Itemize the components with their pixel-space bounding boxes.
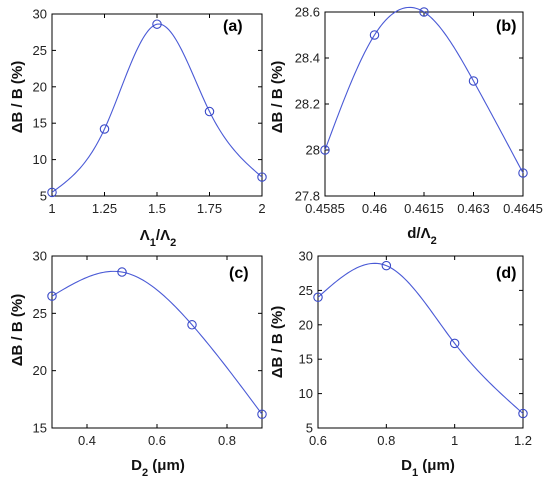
x-tick-label: 1.25 <box>92 201 117 216</box>
data-point <box>99 124 110 134</box>
panel-label: (b) <box>496 18 516 35</box>
y-tick-label: 28 <box>306 143 320 158</box>
y-tick-label: 10 <box>33 152 47 167</box>
data-point <box>320 145 330 155</box>
series-line <box>51 270 263 415</box>
x-axis-label: Λ1/Λ2 <box>140 227 176 249</box>
x-axis-label: D2 (μm) <box>131 457 185 479</box>
y-axis-label: ΔB / B (%) <box>9 294 26 366</box>
x-tick-label: 0.8 <box>377 433 395 448</box>
y-tick-label: 5 <box>40 189 47 204</box>
x-tick-label: 0.8 <box>218 433 236 448</box>
plot-frame <box>317 255 524 429</box>
y-tick-label: 20 <box>33 79 47 94</box>
panel-d: (d) D1 (μm) ΔB / B (%) 0.6 0.8 1 1.2 5 10 15 20… <box>269 249 532 480</box>
y-tick-label: 20 <box>33 363 47 378</box>
x-axis-label: D1 (μm) <box>401 457 455 479</box>
panel-label: (c) <box>229 265 249 282</box>
y-tick-label: 15 <box>299 352 313 367</box>
y-tick-label: 28.2 <box>295 97 320 112</box>
panel-label: (d) <box>496 265 516 282</box>
data-point <box>257 172 267 182</box>
panel-a: (a) Λ1/Λ2 ΔB / B (%) 1 1.25 1.5 1.75 2510152… <box>9 7 267 249</box>
data-point <box>152 19 162 29</box>
y-tick-label: 30 <box>33 7 47 22</box>
y-tick-label: 5 <box>306 421 313 436</box>
x-tick-label: 1 <box>48 201 55 216</box>
data-point <box>518 408 528 419</box>
data-point <box>449 338 460 349</box>
x-tick-label: 1.5 <box>148 201 166 216</box>
x-tick-label: 0.46 <box>362 201 387 216</box>
data-point <box>257 409 267 419</box>
x-tick-label: 2 <box>258 201 265 216</box>
y-tick-label: 15 <box>33 116 47 131</box>
y-tick-label: 28.6 <box>295 5 320 20</box>
data-point <box>313 292 323 303</box>
data-point <box>468 76 479 86</box>
x-tick-label: 0.6 <box>309 433 327 448</box>
data-point <box>419 7 429 17</box>
data-point <box>47 187 57 198</box>
x-tick-label: 0.4615 <box>404 201 444 216</box>
data-point <box>518 168 528 178</box>
x-tick-label: 1 <box>451 433 458 448</box>
panel-label: (a) <box>223 18 243 35</box>
x-tick-label: 0.4 <box>78 433 96 448</box>
series-line <box>51 23 263 193</box>
y-tick-label: 15 <box>33 421 47 436</box>
plot-frame <box>324 11 524 197</box>
plot-frame <box>51 13 263 197</box>
x-tick-label: 0.4645 <box>503 201 543 216</box>
y-tick-label: 25 <box>33 306 47 321</box>
x-tick-label: 0.463 <box>457 201 490 216</box>
data-point <box>117 267 127 277</box>
y-tick-label: 27.8 <box>295 189 320 204</box>
y-tick-label: 30 <box>33 249 47 264</box>
y-axis-label: ΔB / B (%) <box>9 61 26 133</box>
data-point <box>369 30 380 40</box>
series-line <box>324 6 524 174</box>
data-point <box>47 291 57 301</box>
y-axis-label: ΔB / B (%) <box>269 306 286 378</box>
data-point <box>187 320 197 330</box>
y-tick-label: 20 <box>299 317 313 332</box>
data-point <box>381 260 392 271</box>
y-tick-label: 28.4 <box>295 51 320 66</box>
x-tick-label: 0.4585 <box>305 201 345 216</box>
x-axis-label: d/Λ2 <box>407 225 436 247</box>
x-tick-label: 0.6 <box>148 433 166 448</box>
y-tick-label: 30 <box>299 249 313 264</box>
panel-c: (c) D2 (μm) ΔB / B (%) 0.4 0.6 0.8 15 20 25 30 <box>9 249 267 479</box>
y-axis-label: ΔB / B (%) <box>269 61 286 133</box>
y-tick-label: 25 <box>299 283 313 298</box>
panel-b: (b) d/Λ2 ΔB / B (%) 0.4585 0.46 0.4615 0.46… <box>269 5 543 248</box>
data-point <box>204 106 215 117</box>
y-tick-label: 10 <box>299 386 313 401</box>
series-line <box>317 262 524 414</box>
x-tick-label: 1.2 <box>514 433 532 448</box>
x-tick-label: 1.75 <box>197 201 222 216</box>
y-tick-label: 25 <box>33 43 47 58</box>
